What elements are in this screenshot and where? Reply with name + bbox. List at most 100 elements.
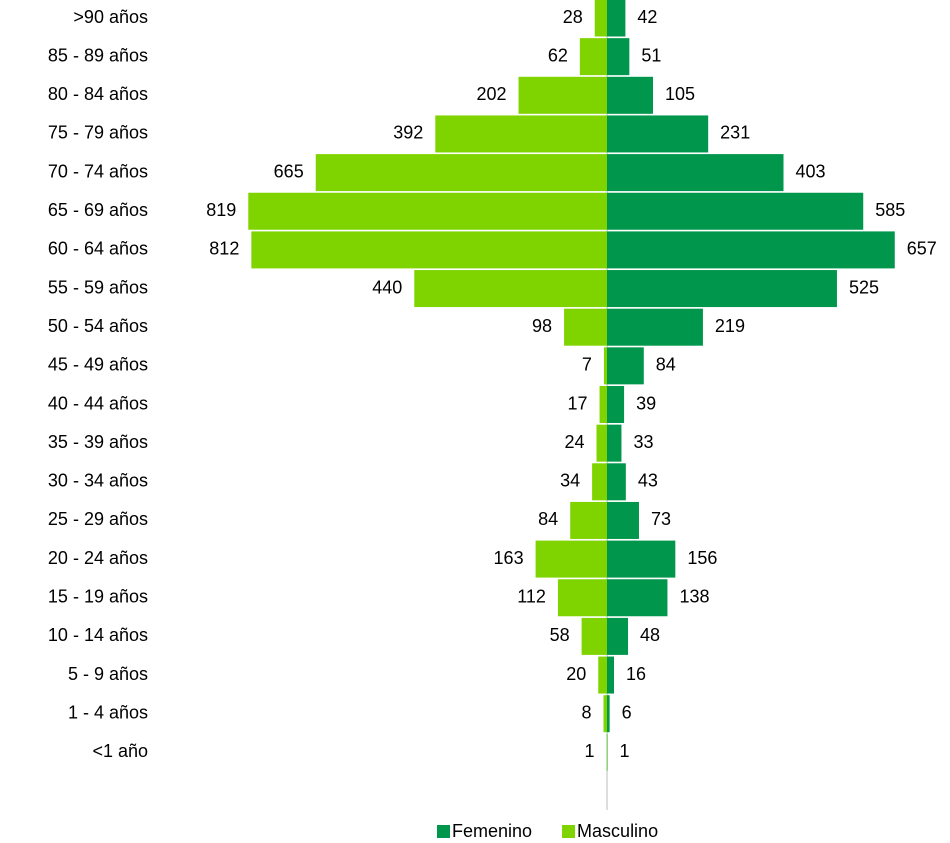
value-label: 202	[476, 84, 506, 104]
value-label: 8	[581, 702, 591, 722]
category-label: <1 año	[92, 741, 148, 761]
legend-swatch	[562, 825, 576, 838]
bar	[607, 540, 676, 578]
value-label: 62	[548, 45, 568, 65]
category-label: 15 - 19 años	[48, 587, 148, 607]
legend-label: Femenino	[452, 821, 532, 841]
value-label: 7	[582, 355, 592, 375]
bar	[607, 270, 837, 308]
value-label: 525	[849, 277, 879, 297]
value-label: 665	[274, 161, 304, 181]
value-label: 440	[372, 277, 402, 297]
category-label: 65 - 69 años	[48, 200, 148, 220]
bar	[564, 308, 607, 346]
category-label: 25 - 29 años	[48, 509, 148, 529]
value-label: 24	[564, 432, 584, 452]
value-label: 39	[636, 393, 656, 413]
category-label: 85 - 89 años	[48, 45, 148, 65]
bar	[607, 501, 639, 539]
category-label: 20 - 24 años	[48, 548, 148, 568]
bar	[535, 540, 607, 578]
bar	[607, 231, 895, 269]
value-label: 48	[640, 625, 660, 645]
bar	[603, 347, 607, 385]
category-label: 75 - 79 años	[48, 123, 148, 143]
value-label: 156	[687, 548, 717, 568]
value-label: 33	[633, 432, 653, 452]
category-label: 55 - 59 años	[48, 277, 148, 297]
bar	[598, 656, 607, 694]
bar	[603, 695, 607, 733]
value-label: 17	[568, 393, 588, 413]
bar	[435, 115, 607, 153]
value-label: 1	[619, 741, 629, 761]
bar	[607, 579, 668, 617]
bar	[570, 501, 607, 539]
value-label: 42	[637, 7, 657, 27]
legend-label: Masculino	[577, 821, 658, 841]
value-label: 585	[875, 200, 905, 220]
bar	[607, 38, 630, 76]
bar	[557, 579, 607, 617]
category-label: 50 - 54 años	[48, 316, 148, 336]
bar	[251, 231, 607, 269]
bar	[315, 154, 607, 192]
bar	[518, 76, 607, 114]
bar	[607, 656, 615, 694]
value-label: 16	[626, 664, 646, 684]
value-label: 6	[622, 702, 632, 722]
value-label: 84	[656, 355, 676, 375]
bar	[599, 386, 607, 423]
value-label: 812	[209, 239, 239, 259]
value-label: 231	[720, 123, 750, 143]
bar	[579, 38, 607, 76]
bar	[607, 386, 625, 423]
value-label: 112	[517, 587, 546, 607]
value-label: 1	[585, 741, 595, 761]
value-label: 51	[641, 45, 661, 65]
bar	[414, 270, 607, 308]
category-label: >90 años	[73, 7, 148, 27]
bar	[607, 347, 644, 385]
value-label: 105	[665, 84, 695, 104]
value-label: 73	[651, 509, 671, 529]
value-label: 43	[638, 471, 658, 491]
bar	[607, 154, 784, 192]
value-label: 20	[566, 664, 586, 684]
category-label: 1 - 4 años	[68, 702, 148, 722]
value-label: 84	[538, 509, 558, 529]
category-label: 35 - 39 años	[48, 432, 148, 452]
bar	[581, 617, 607, 655]
bar	[248, 192, 607, 230]
value-label: 163	[494, 548, 524, 568]
category-label: 60 - 64 años	[48, 239, 148, 259]
bar	[607, 424, 622, 462]
bar	[607, 695, 610, 733]
category-label: 30 - 34 años	[48, 471, 148, 491]
value-label: 138	[679, 587, 709, 607]
value-label: 58	[550, 625, 570, 645]
bar	[607, 76, 653, 114]
value-label: 34	[560, 471, 580, 491]
bar	[607, 0, 626, 37]
category-label: 5 - 9 años	[68, 664, 148, 684]
category-label: 45 - 49 años	[48, 355, 148, 375]
value-label: 403	[796, 161, 826, 181]
category-label: 40 - 44 años	[48, 393, 148, 413]
value-label: 392	[393, 123, 423, 143]
value-label: 657	[907, 239, 937, 259]
bar	[596, 424, 607, 462]
legend-swatch	[437, 825, 450, 838]
bar	[592, 463, 607, 501]
bar	[607, 192, 864, 230]
bar	[607, 115, 709, 153]
bar	[607, 308, 703, 346]
value-label: 98	[532, 316, 552, 336]
bar	[594, 0, 607, 37]
category-label: 10 - 14 años	[48, 625, 148, 645]
value-label: 219	[715, 316, 745, 336]
category-label: 80 - 84 años	[48, 84, 148, 104]
bar	[607, 617, 629, 655]
category-label: 70 - 74 años	[48, 161, 148, 181]
